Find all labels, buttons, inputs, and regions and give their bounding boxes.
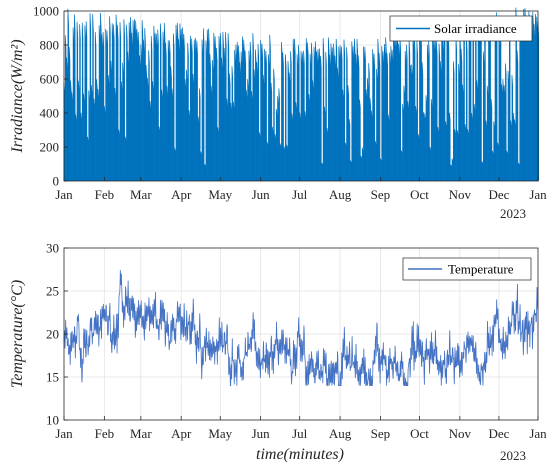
- y-tick-label: 600: [40, 72, 60, 87]
- temperature-legend-label: Temperature: [448, 262, 514, 277]
- x-tick-label: Oct: [410, 187, 429, 202]
- irradiance-legend: Solar irradiance: [389, 15, 533, 42]
- temperature-legend: Temperature: [402, 257, 532, 281]
- x-tick-label: Oct: [410, 426, 429, 441]
- x-tick-label: Jan: [55, 187, 73, 202]
- x-tick-label: Aug: [329, 187, 352, 202]
- temperature-ticks: Jan Feb Mar Apr May Jun Jul Aug Sep Oct Nov Dec Jan1…: [46, 241, 547, 442]
- y-tick-label: 200: [40, 140, 60, 155]
- irradiance-series: [63, 7, 540, 181]
- x-tick-label: Nov: [449, 426, 472, 441]
- irradiance-year-label: 2023: [500, 206, 526, 221]
- y-tick-label: 400: [40, 106, 60, 121]
- temperature-year-label: 2023: [500, 448, 526, 463]
- x-tick-label: Jan: [529, 426, 547, 441]
- irradiance-series-line: [63, 7, 540, 181]
- x-tick-label: Jun: [252, 187, 271, 202]
- x-tick-label: Sep: [371, 187, 391, 202]
- x-tick-label: Mar: [130, 187, 152, 202]
- x-tick-label: May: [208, 187, 232, 202]
- x-tick-label: May: [208, 426, 232, 441]
- temperature-y-axis-label: Temperature(°C): [9, 280, 26, 388]
- irradiance-ticks: Jan Feb Mar Apr May Jun Jul Aug Sep Oct Nov Dec Jan0…: [33, 4, 547, 203]
- temperature-panel: Jan Feb Mar Apr May Jun Jul Aug Sep Oct Nov Dec Jan1…: [9, 241, 547, 464]
- irradiance-panel: Jan Feb Mar Apr May Jun Jul Aug Sep Oct Nov Dec Jan0…: [9, 4, 547, 222]
- x-tick-label: Jun: [252, 426, 271, 441]
- x-tick-label: Mar: [130, 426, 152, 441]
- irradiance-legend-label: Solar irradiance: [434, 21, 517, 36]
- x-tick-label: Jan: [55, 426, 73, 441]
- temperature-legend-box: [402, 257, 532, 281]
- temperature-series-line: [63, 270, 539, 387]
- y-tick-label: 15: [46, 370, 59, 385]
- x-tick-label: Sep: [371, 426, 391, 441]
- temperature-x-axis-label: time(minutes): [256, 446, 344, 463]
- temperature-series: [63, 270, 539, 387]
- x-tick-label: Dec: [488, 426, 509, 441]
- y-tick-label: 1000: [33, 4, 59, 19]
- y-tick-label: 800: [40, 38, 60, 53]
- y-tick-label: 25: [46, 284, 59, 299]
- x-tick-label: Aug: [329, 426, 352, 441]
- y-tick-label: 20: [46, 327, 59, 342]
- x-tick-label: Apr: [171, 187, 192, 202]
- irradiance-plot-border: [63, 10, 539, 182]
- x-tick-label: Nov: [449, 187, 472, 202]
- y-tick-label: 0: [53, 174, 60, 189]
- x-tick-label: Feb: [95, 426, 115, 441]
- x-tick-label: Feb: [95, 187, 115, 202]
- y-tick-label: 30: [46, 241, 59, 256]
- x-tick-label: Jan: [529, 187, 547, 202]
- x-tick-label: Jul: [292, 426, 308, 441]
- x-tick-label: Jul: [292, 187, 308, 202]
- x-tick-label: Apr: [171, 426, 192, 441]
- x-tick-label: Dec: [488, 187, 509, 202]
- irradiance-y-axis-label: Irradiance(W/m²): [9, 39, 26, 153]
- y-tick-label: 10: [46, 413, 59, 428]
